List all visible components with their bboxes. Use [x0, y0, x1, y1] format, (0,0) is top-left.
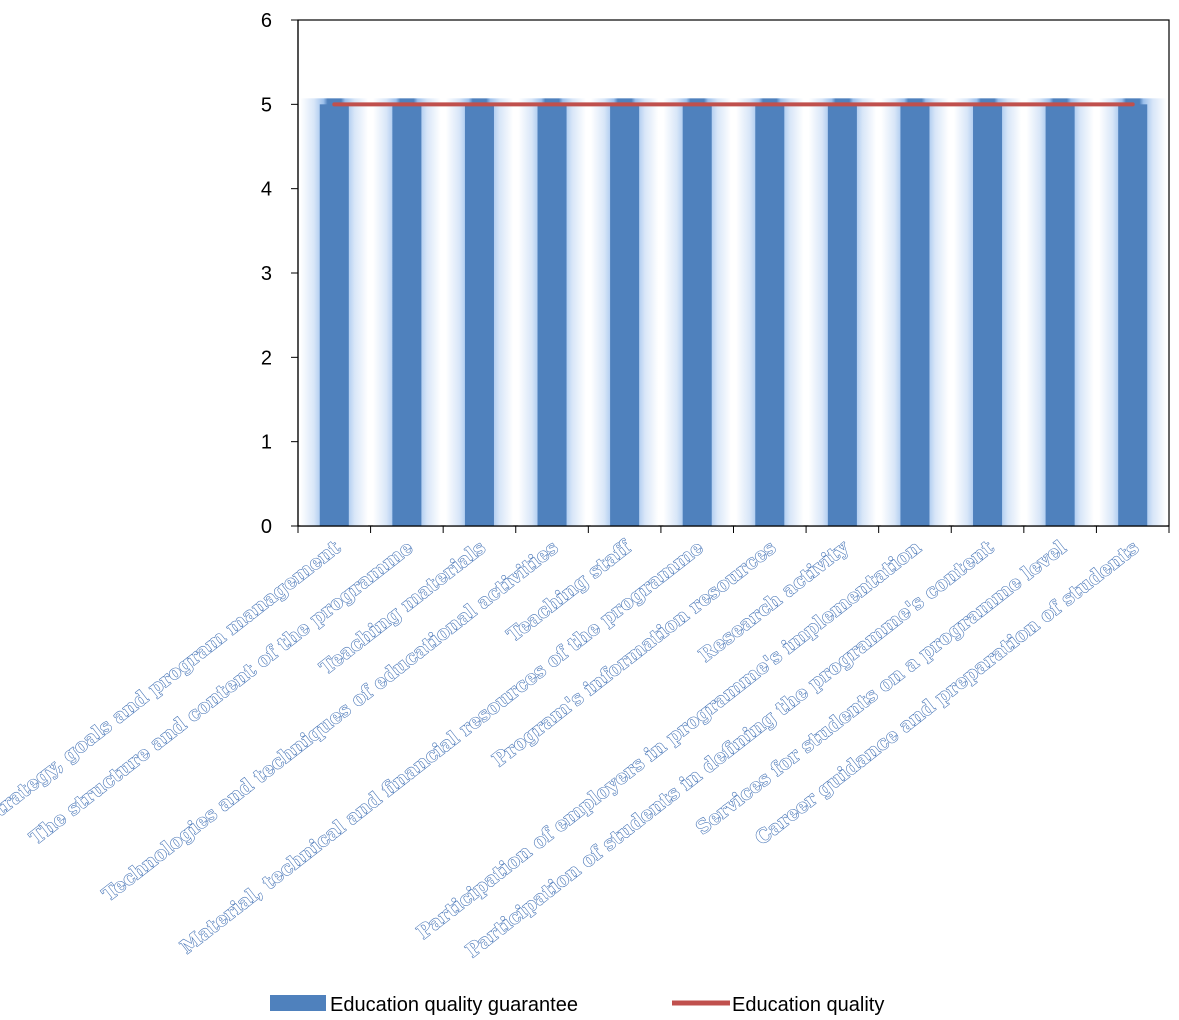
bar	[973, 104, 1003, 526]
bar	[319, 104, 349, 526]
y-tick-label: 2	[261, 347, 272, 369]
y-tick-label: 0	[261, 516, 272, 538]
y-tick-label: 3	[261, 263, 272, 285]
legend-label-bar: Education quality guarantee	[330, 994, 578, 1016]
bar	[392, 104, 422, 526]
bar	[537, 104, 567, 526]
x-tick-label: Strategy, goals and program management	[0, 536, 345, 829]
y-tick-label: 4	[261, 179, 272, 201]
bar	[682, 104, 712, 526]
bar	[1045, 104, 1075, 526]
y-axis: 0 1 2 3 4 5 6	[261, 10, 299, 538]
y-tick-label: 5	[261, 94, 272, 116]
x-axis: Strategy, goals and program managementTh…	[0, 525, 1170, 963]
plot-area	[297, 19, 1170, 527]
y-tick-label: 6	[261, 10, 272, 32]
bar	[827, 104, 857, 526]
legend-label-line: Education quality	[732, 994, 884, 1016]
bar	[610, 104, 640, 526]
bar	[900, 104, 930, 526]
legend-swatch-bar	[270, 995, 326, 1011]
bar	[464, 104, 494, 526]
x-tick-label: Teaching staff	[503, 536, 636, 647]
bar	[755, 104, 785, 526]
bar	[1118, 104, 1148, 526]
legend: Education quality guarantee Education qua…	[270, 994, 884, 1016]
y-tick-label: 1	[261, 432, 272, 454]
